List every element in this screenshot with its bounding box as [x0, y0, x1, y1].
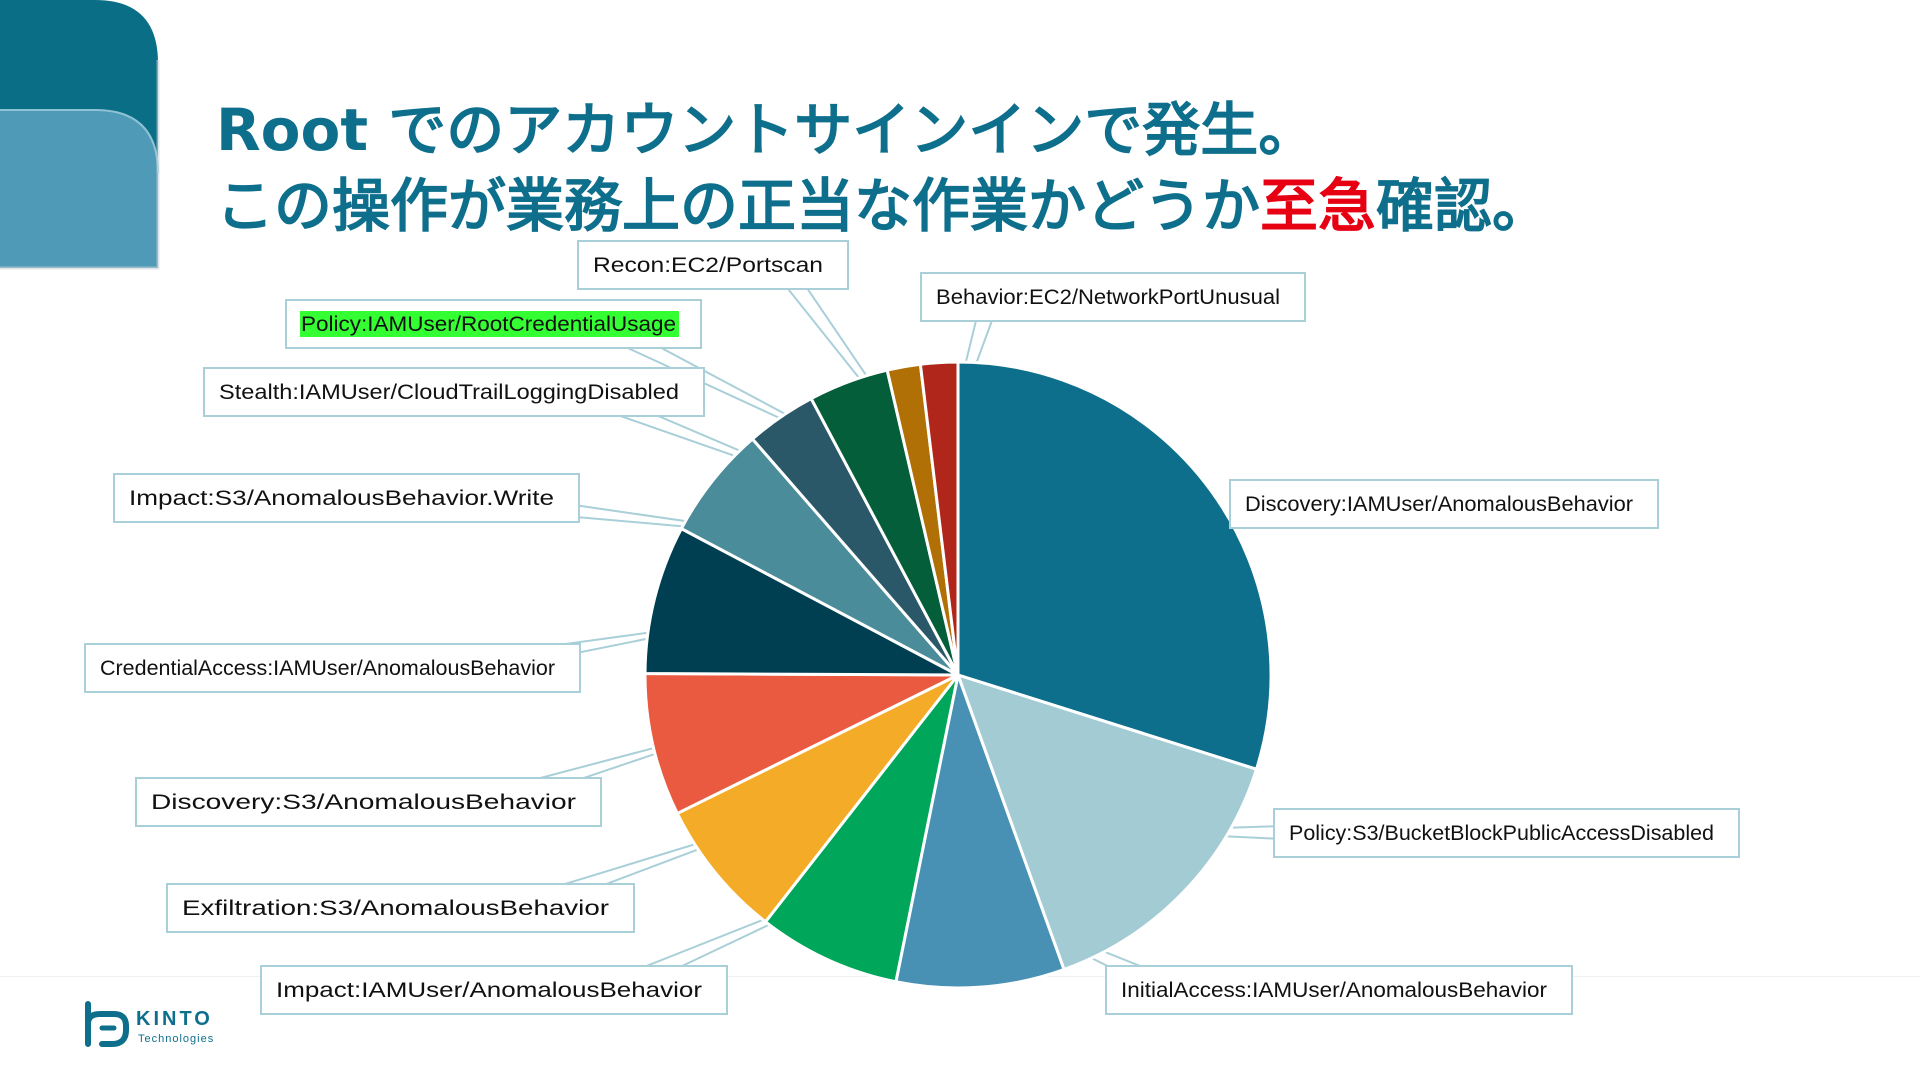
label-box-discovery-s3-anomalousbehavior — [135, 777, 602, 827]
slice-label-discovery-s3-anomalousbehavior: Discovery:S3/AnomalousBehavior — [151, 791, 576, 814]
label-box-impact-iamuser-anomalousbehavior — [260, 965, 728, 1015]
pie-slice-discovery-s3-anomalousbehavior — [643, 672, 959, 816]
slice-label-impact-iamuser-anomalousbehavior: Impact:IAMUser/AnomalousBehavior — [276, 979, 702, 1002]
slide-title: Root でのアカウントサインインで発生。 この操作が業務上の正当な作業かどうか… — [216, 92, 1550, 244]
title-urgent-word: 至急 — [1260, 172, 1377, 240]
slice-label-discovery-iamuser-anomalousbehavior: Discovery:IAMUser/AnomalousBehavior — [1245, 493, 1633, 516]
label-box-behavior-ec2-networkportunusual — [920, 272, 1306, 322]
logo-subtitle: Technologies — [138, 1033, 215, 1045]
label-box-exfiltration-s3-anomalousbehavior — [166, 883, 635, 933]
slice-label-recon-ec2-portscan: Recon:EC2/Portscan — [593, 254, 823, 277]
title-line-1: Root でのアカウントサインインで発生。 — [216, 96, 1317, 164]
label-box-recon-ec2-portscan — [577, 240, 849, 290]
pie-slice-discovery-iamuser-anomalousbehavior — [956, 360, 1273, 772]
pie-slices — [643, 360, 1273, 990]
title-line-2-tail: 確認。 — [1376, 172, 1551, 240]
pie-slice-credentialaccess-iamuser-anomalousbehavior — [643, 526, 959, 677]
kinto-logo-mark — [85, 1001, 129, 1047]
pie-slice-exfiltration-s3-anomalousbehavior — [675, 673, 960, 924]
title-line-2-lead: この操作が業務上の正当な作業かどうか — [216, 172, 1261, 240]
label-box-initialaccess-iamuser-anomalousbehavior — [1105, 965, 1573, 1015]
label-highlight — [300, 311, 679, 337]
slice-label-behavior-ec2-networkportunusual: Behavior:EC2/NetworkPortUnusual — [936, 286, 1280, 309]
pie-slice-behavior-ec2-networkportunusual — [918, 360, 960, 676]
label-box-stealth-iamuser-cloudtrailloggingdisabled — [203, 367, 705, 417]
slice-label-credentialaccess-iamuser-anomalousbehavior: CredentialAccess:IAMUser/AnomalousBehavi… — [100, 657, 555, 680]
label-box-discovery-iamuser-anomalousbehavior — [1229, 479, 1659, 529]
pie-slice-impact-iamuser-anomalousbehavior — [763, 674, 960, 984]
slice-labels: Discovery:IAMUser/AnomalousBehavior Polic… — [84, 240, 1740, 1015]
slice-label-exfiltration-s3-anomalousbehavior: Exfiltration:S3/AnomalousBehavior — [182, 897, 609, 920]
slice-label-initialaccess-iamuser-anomalousbehavior: InitialAccess:IAMUser/AnomalousBehavior — [1121, 979, 1547, 1002]
label-box-credentialaccess-iamuser-anomalousbehavior — [84, 643, 581, 693]
slice-label-stealth-iamuser-cloudtrailloggingdisabled: Stealth:IAMUser/CloudTrailLoggingDisable… — [219, 381, 679, 404]
label-box-policy-s3-bucketblockpublicaccessdisabled — [1273, 808, 1740, 858]
label-box-impact-s3-anomalousbehavior-write — [113, 473, 580, 523]
logo-wordmark: KINTO — [136, 1008, 213, 1030]
pie-slice-policy-s3-bucketblockpublicaccessdisabled — [955, 672, 1259, 972]
slice-label-impact-s3-anomalousbehavior-write: Impact:S3/AnomalousBehavior.Write — [129, 487, 554, 510]
title-line-2: この操作が業務上の正当な作業かどうか至急確認。 — [216, 168, 1550, 244]
slice-label-policy-s3-bucketblockpublicaccessdisabled: Policy:S3/BucketBlockPublicAccessDisable… — [1289, 822, 1714, 845]
kinto-logo: KINTO Technologies — [84, 1000, 234, 1050]
pie-slice-initialaccess-iamuser-anomalousbehavior — [894, 669, 1066, 990]
slice-label-policy-iamuser-rootcredentialusage: Policy:IAMUser/RootCredentialUsage — [301, 313, 676, 336]
corner-decoration — [0, 0, 160, 270]
